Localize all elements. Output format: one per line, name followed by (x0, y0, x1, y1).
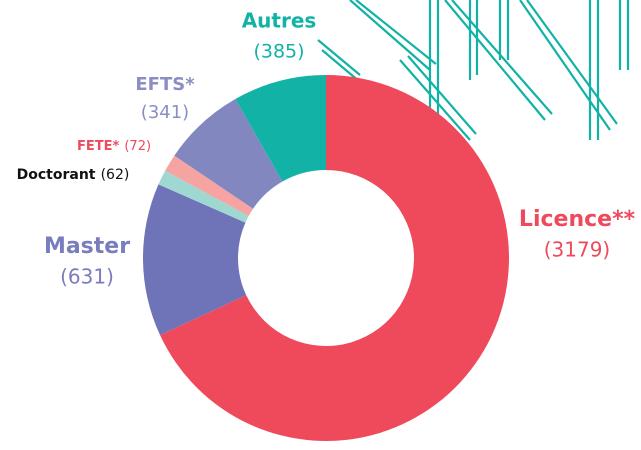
slice (160, 75, 509, 441)
value-label: (341) (141, 102, 189, 123)
category-label: Autres (242, 9, 317, 33)
value-label: (72) (124, 139, 151, 154)
category-label: Master (44, 234, 130, 259)
slice (174, 99, 283, 209)
value-label: (385) (253, 41, 304, 63)
decoration (317, 0, 630, 141)
slice (165, 155, 254, 217)
slice (142, 184, 247, 336)
category-label: Licence** (519, 207, 636, 232)
slice-label: Doctorant (62) (17, 165, 130, 184)
slice-label: FETE* (72) (77, 136, 151, 155)
value-label: (62) (101, 167, 130, 183)
slices (142, 75, 509, 441)
value-label: (3179) (544, 238, 611, 262)
category-label: FETE* (77, 139, 120, 154)
category-label: EFTS* (135, 74, 195, 95)
value-label: (631) (60, 265, 114, 289)
slice (235, 75, 326, 182)
labels: Licence** (3179) Master (631) Doctorant (62)… (17, 9, 636, 289)
slice (158, 170, 249, 223)
category-label: Doctorant (17, 167, 96, 183)
